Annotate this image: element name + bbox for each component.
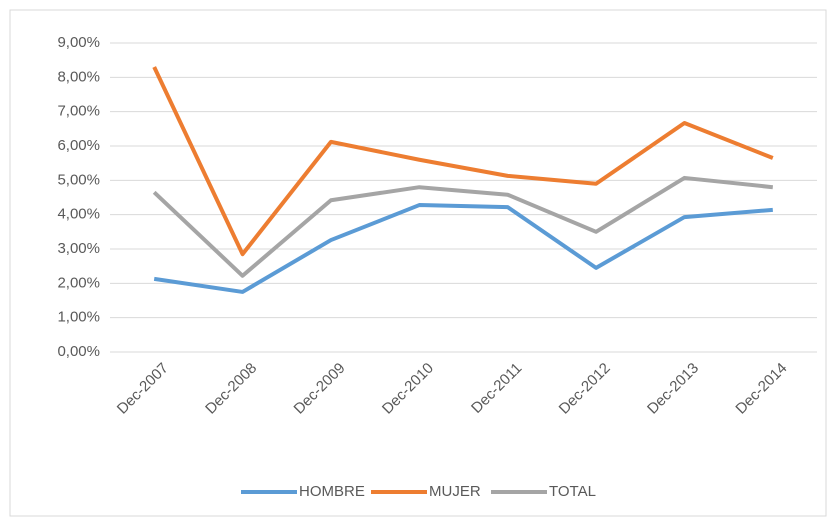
series-line [152,175,774,278]
series-line [152,66,774,257]
y-tick-label: 5,00% [57,171,100,188]
y-tick-label: 3,00% [57,240,100,257]
y-tick-label: 8,00% [57,68,100,85]
y-tick-label: 4,00% [57,206,100,223]
chart-border [9,9,827,517]
y-tick-label: 2,00% [57,274,100,291]
y-tick-label: 0,00% [57,343,100,360]
y-tick-label: 7,00% [57,103,100,120]
legend-label: HOMBRE [299,483,365,500]
legend-label: MUJER [429,483,481,500]
y-tick-label: 9,00% [57,34,100,51]
series-line [153,203,773,294]
y-tick-label: 1,00% [57,309,100,326]
legend-label: TOTAL [549,483,596,500]
y-tick-label: 6,00% [57,137,100,154]
